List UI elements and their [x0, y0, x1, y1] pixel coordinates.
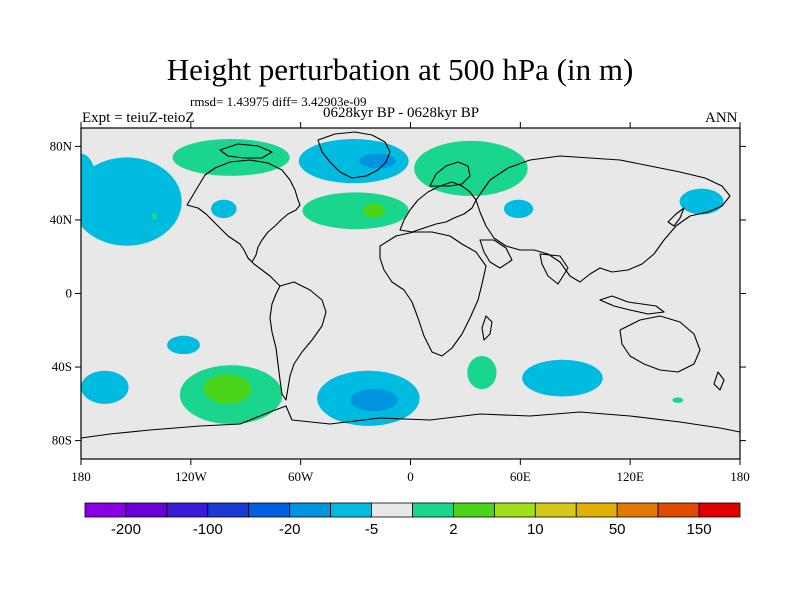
- colorbar-box: [125, 502, 168, 518]
- coast-madagascar: [481, 315, 493, 341]
- lon-tick-label: 0: [407, 469, 414, 484]
- anomaly-light-blue-12: [679, 188, 724, 215]
- anomaly-light-green-9: [414, 140, 528, 197]
- lon-tick-label: 60W: [288, 469, 314, 484]
- anomaly-light-blue-5: [298, 139, 409, 184]
- colorbar-box: [698, 502, 741, 518]
- anomaly-mid-green-16: [203, 374, 252, 404]
- coast-india: [539, 253, 569, 285]
- colorbar-label: -5: [365, 521, 378, 538]
- lat-tick-label: 80N: [50, 138, 73, 153]
- coast-indonesia: [599, 295, 665, 315]
- anomaly-light-green-7: [302, 192, 409, 230]
- coast-new-zealand: [713, 371, 725, 391]
- coast-australia: [619, 315, 701, 373]
- coast-scandinavia: [429, 161, 471, 187]
- figure-title: Height perturbation at 500 hPa (in m): [166, 52, 634, 87]
- anomaly-light-blue-0: [81, 157, 182, 246]
- anomaly-layer: [81, 139, 724, 426]
- colorbar-box: [166, 502, 209, 518]
- lon-tick-label: 120W: [175, 469, 208, 484]
- longitude-axis: 180 120W 60W 0 60E 120E 180: [71, 122, 750, 484]
- colorbar-label: 150: [687, 521, 712, 538]
- colorbar-box: [207, 502, 250, 518]
- anomaly-light-blue-13: [167, 335, 200, 355]
- anomaly-light-blue-10: [503, 199, 534, 219]
- coast-central-america: [247, 257, 281, 287]
- anomaly-light-blue-11: [210, 199, 237, 219]
- anomaly-light-green-4: [151, 212, 157, 220]
- colorbar-box: [330, 502, 372, 518]
- coast-arctic-islands: [219, 143, 273, 159]
- coast-africa: [379, 231, 487, 357]
- colorbar-label: -200: [111, 521, 141, 538]
- anomaly-light-green-19: [467, 356, 497, 390]
- anomaly-mid-green-8: [362, 203, 385, 219]
- anomaly-light-blue-3: [81, 185, 107, 226]
- coast-europe: [399, 181, 477, 233]
- colorbar-box: [616, 502, 659, 518]
- anomaly-light-green-2: [172, 139, 290, 176]
- coast-arabia: [479, 239, 513, 269]
- colorbar-box: [371, 502, 413, 518]
- lat-tick-label: 0: [66, 286, 73, 301]
- colorbar-box: [412, 502, 454, 518]
- colorbar-label: -20: [279, 521, 301, 538]
- lat-tick-label: 40N: [50, 212, 73, 227]
- experiment-label: Expt = teiuZ-teioZ: [82, 110, 195, 126]
- colorbar-box: [289, 502, 332, 518]
- lon-tick-label: 180: [71, 469, 91, 484]
- anomaly-mid-blue-6: [359, 153, 396, 169]
- lon-tick-label: 180: [730, 469, 750, 484]
- anomaly-light-blue-14: [81, 370, 129, 404]
- colorbar-label: -100: [193, 521, 223, 538]
- colorbar-box: [493, 502, 536, 518]
- anomaly-light-blue-20: [522, 359, 603, 397]
- latitude-axis: 80N 40N 0 40S 80S: [50, 138, 746, 448]
- coast-japan: [667, 207, 685, 227]
- coast-antarctica: [81, 405, 740, 439]
- stats-text: rmsd= 1.43975 diff= 3.42903e-09: [190, 94, 367, 109]
- colorbar-box: [657, 502, 700, 518]
- lon-tick-label: 120E: [616, 469, 644, 484]
- anomaly-mid-blue-18: [350, 389, 398, 412]
- coast-asia: [475, 155, 731, 283]
- colorbar-box: [534, 502, 577, 518]
- colorbar-label: 50: [609, 521, 626, 538]
- coastlines: [81, 131, 740, 439]
- lon-tick-label: 60E: [510, 469, 531, 484]
- lat-tick-label: 40S: [52, 359, 72, 374]
- coast-south-america: [269, 281, 327, 401]
- colorbar-label: 2: [449, 521, 457, 538]
- coast-north-america: [186, 159, 301, 263]
- anomaly-light-green-21: [672, 397, 684, 403]
- colorbar-box: [575, 502, 618, 518]
- colorbar-box: [248, 502, 291, 518]
- period-label: 0628kyr BP - 0628kyr BP: [323, 105, 480, 121]
- colorbar: -200 -100 -20 -5 2 10 50 150: [84, 502, 741, 538]
- colorbar-label: 10: [527, 521, 544, 538]
- coast-greenland: [317, 131, 391, 179]
- season-label: ANN: [705, 110, 738, 126]
- colorbar-box: [84, 502, 127, 518]
- lat-tick-label: 80S: [52, 433, 72, 448]
- colorbar-box: [453, 502, 495, 518]
